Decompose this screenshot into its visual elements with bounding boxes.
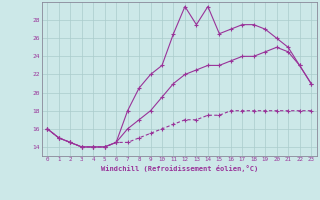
X-axis label: Windchill (Refroidissement éolien,°C): Windchill (Refroidissement éolien,°C)	[100, 165, 258, 172]
